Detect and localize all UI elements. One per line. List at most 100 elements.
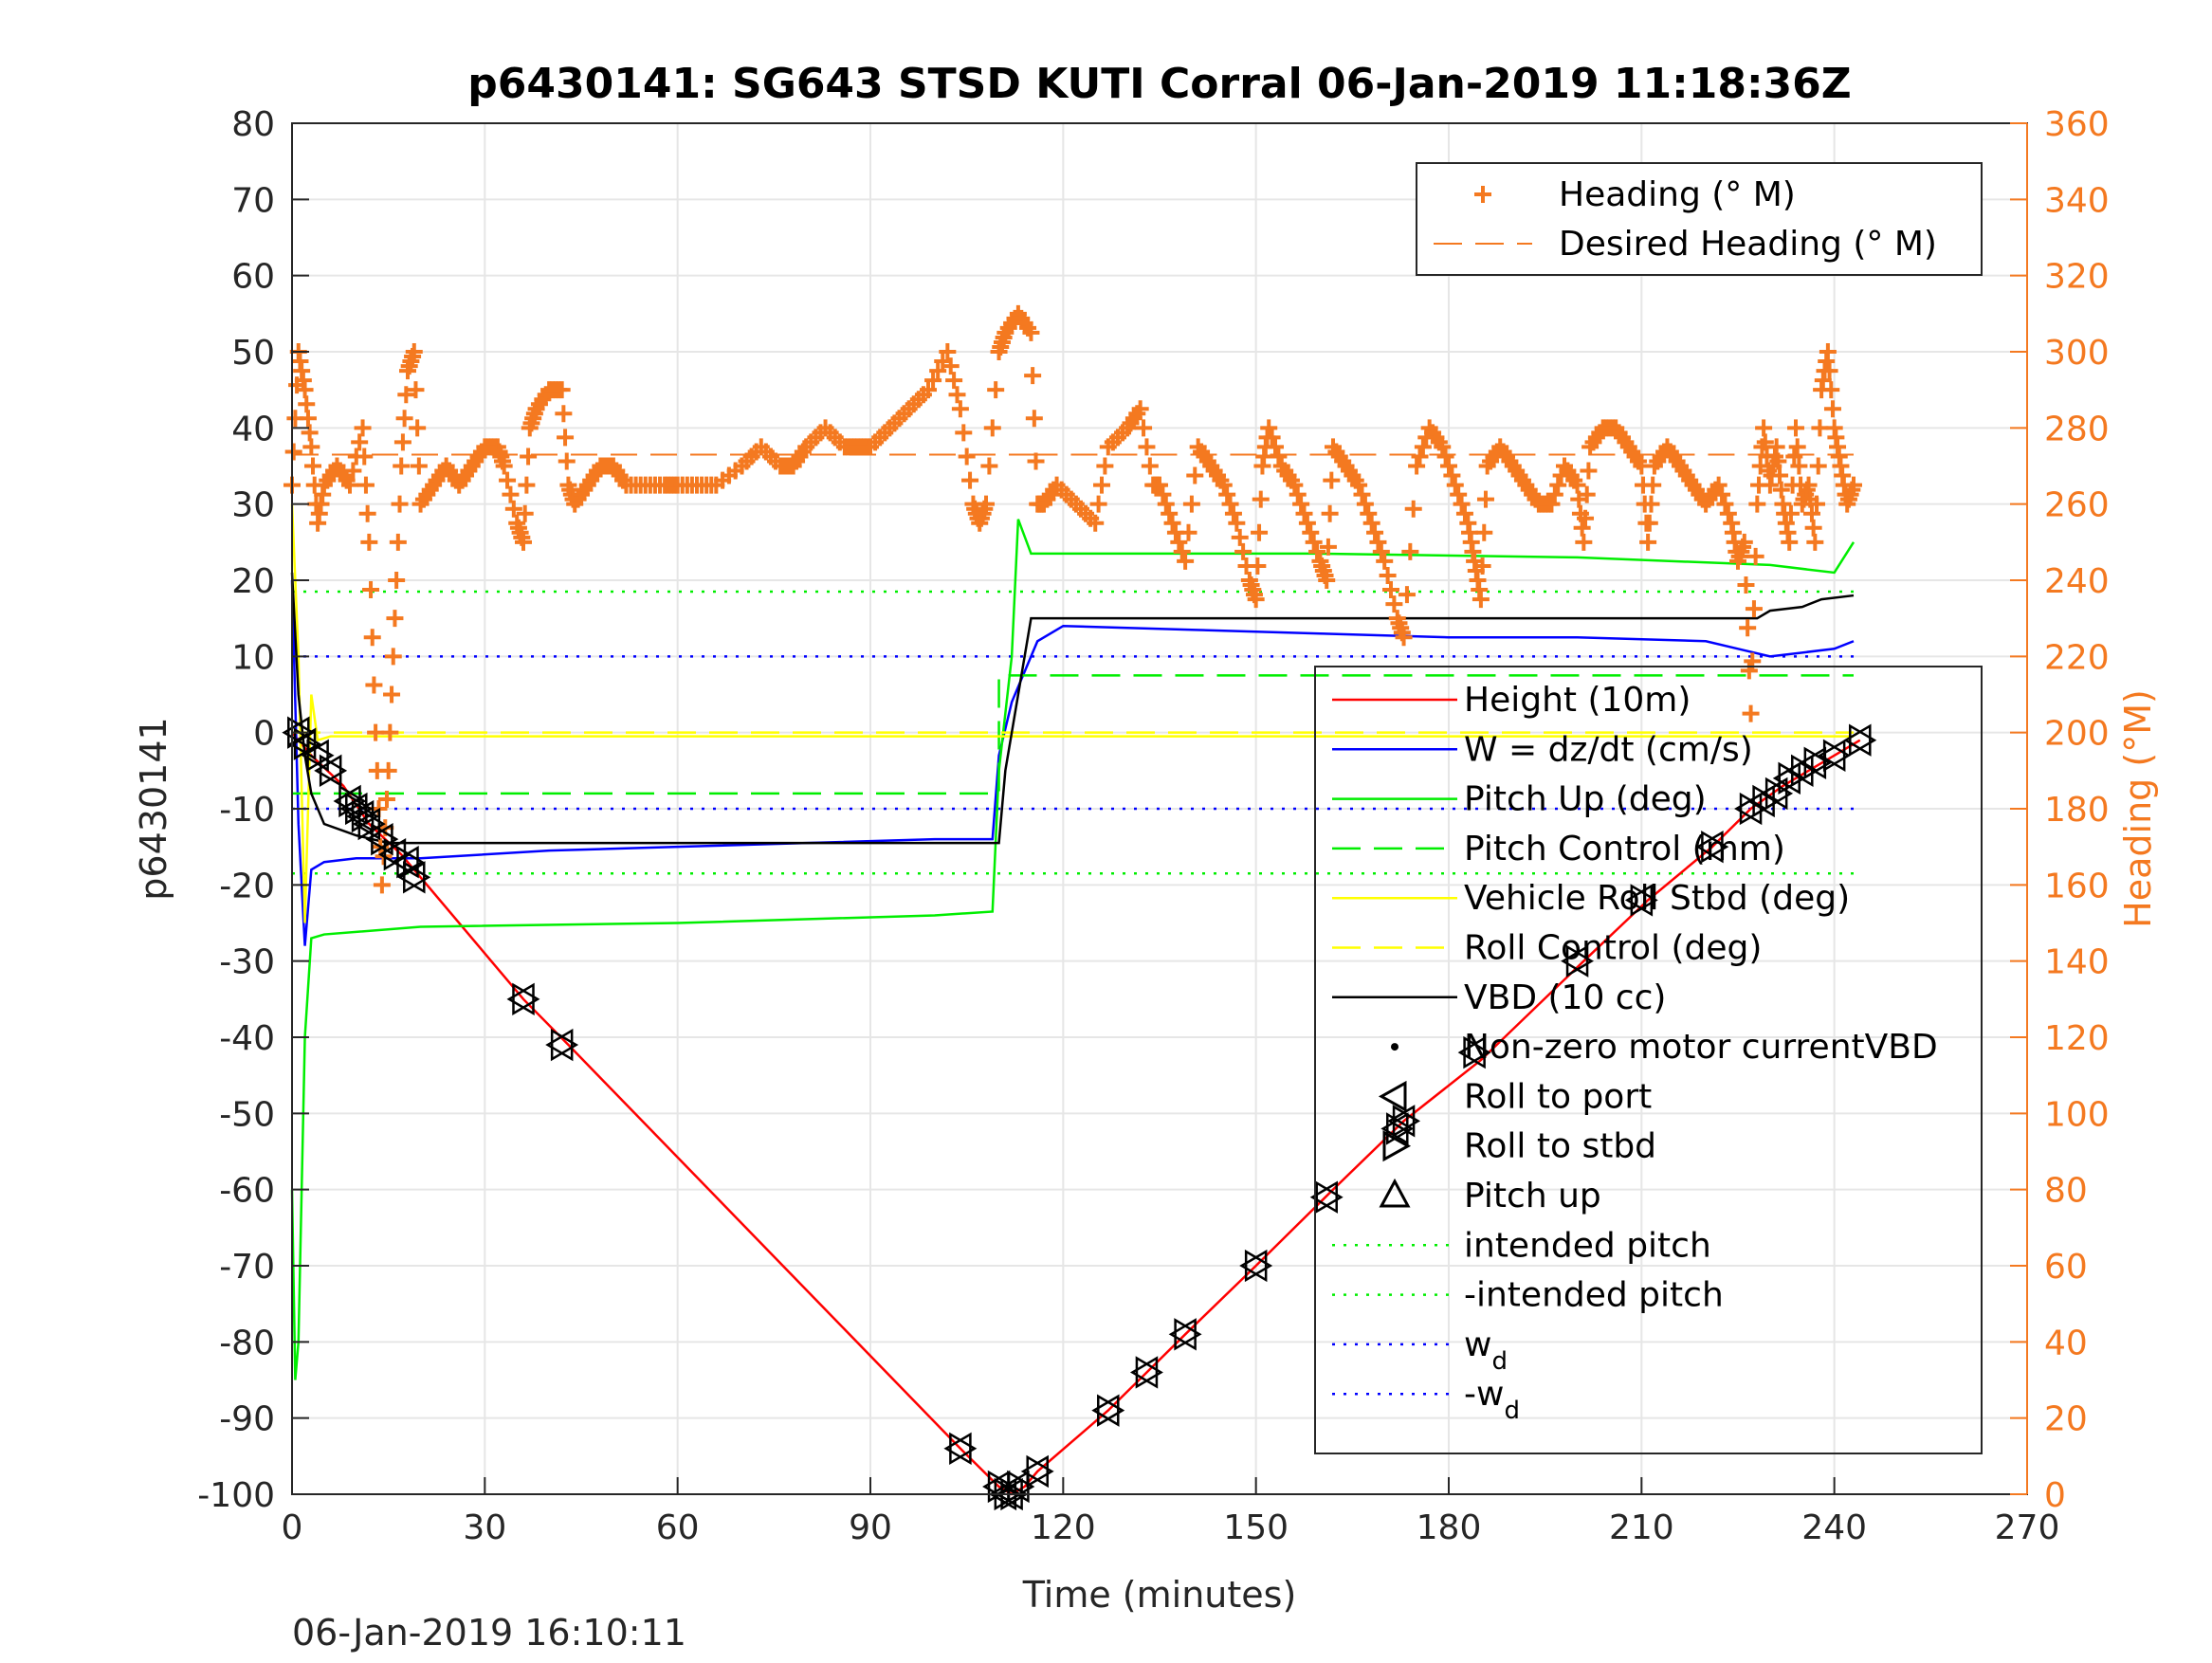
legend-heading: Heading (° M) Desired Heading (° M) xyxy=(1416,162,1983,276)
y-tick-label-left: -70 xyxy=(219,1248,275,1287)
heading-point xyxy=(1249,557,1267,575)
heading-point xyxy=(557,429,575,447)
heading-point xyxy=(354,419,372,437)
heading-point xyxy=(1644,476,1662,494)
heading-point xyxy=(978,495,995,513)
heading-point xyxy=(1263,429,1281,447)
heading-point xyxy=(373,876,391,894)
y-tick-label-right: 80 xyxy=(2044,1172,2088,1211)
heading-point xyxy=(1781,533,1799,551)
roll-stbd-marker xyxy=(1701,830,1729,864)
heading-point xyxy=(389,533,407,551)
heading-point xyxy=(499,471,517,489)
heading-point xyxy=(1286,476,1304,494)
roll-port-marker xyxy=(391,846,419,879)
y-tick-label-right: 140 xyxy=(2044,943,2110,982)
heading-point xyxy=(1568,476,1586,494)
heading-point xyxy=(301,424,319,442)
roll-port-marker xyxy=(1624,884,1654,917)
x-tick-label: 90 xyxy=(849,1508,892,1547)
heading-point xyxy=(955,424,973,442)
heading-point xyxy=(1231,528,1249,546)
y-tick-label-right: 240 xyxy=(2044,562,2110,601)
heading-point xyxy=(381,723,399,741)
x-tick-label: 240 xyxy=(1801,1508,1867,1547)
roll-port-marker xyxy=(506,982,535,1016)
heading-point xyxy=(1182,495,1200,513)
heading-point xyxy=(363,629,381,647)
roll-port-marker xyxy=(1239,1249,1268,1283)
heading-point xyxy=(397,386,415,404)
roll-stbd-marker xyxy=(1392,1105,1421,1138)
roll-stbd-marker xyxy=(1097,1394,1125,1427)
heading-point xyxy=(1398,586,1416,604)
heading-point xyxy=(518,476,536,494)
heading-point xyxy=(407,381,425,399)
roll-port-marker xyxy=(1168,1318,1197,1351)
y-tick-label-left: 80 xyxy=(231,105,275,144)
heading-point xyxy=(958,448,976,466)
roll-stbd-marker xyxy=(512,982,540,1016)
heading-point xyxy=(379,761,397,779)
heading-point xyxy=(1305,533,1323,551)
heading-point xyxy=(356,448,374,466)
heading-point xyxy=(1543,495,1561,513)
heading-layer xyxy=(283,304,1862,894)
y-tick-label-left: 30 xyxy=(231,486,275,525)
roll-port-marker xyxy=(352,807,381,841)
heading-point xyxy=(1845,476,1862,494)
heading-point xyxy=(1739,619,1757,637)
heading-point xyxy=(980,457,998,475)
heading-point xyxy=(502,485,520,503)
heading-point xyxy=(1024,367,1042,385)
heading-point xyxy=(1318,572,1336,589)
heading-point xyxy=(1735,533,1753,551)
heading-point xyxy=(1577,509,1595,527)
roll-port-marker xyxy=(1695,830,1724,864)
heading-point xyxy=(1804,519,1822,537)
heading-point xyxy=(1820,362,1838,380)
roll-stbd-marker xyxy=(1463,1035,1491,1069)
heading-point xyxy=(1366,523,1384,541)
legend-label-subscript: d xyxy=(1491,1347,1508,1376)
y-tick-label-left: -30 xyxy=(219,943,275,982)
y-tick-label-right: 180 xyxy=(2044,791,2110,830)
heading-point xyxy=(1295,504,1313,522)
heading-point xyxy=(1575,533,1593,551)
heading-point xyxy=(1767,438,1785,456)
heading-point xyxy=(1022,323,1040,341)
roll-stbd-marker xyxy=(1565,944,1595,978)
heading-point xyxy=(520,448,538,466)
heading-point xyxy=(1475,523,1493,541)
heading-point xyxy=(1154,485,1172,503)
roll-stbd-marker xyxy=(1026,1454,1054,1489)
y-tick-label-left: -20 xyxy=(219,867,275,905)
heading-point xyxy=(983,419,1001,437)
legend-label: Pitch Up (deg) xyxy=(1464,780,1707,819)
heading-point xyxy=(1748,495,1766,513)
heading-point xyxy=(1131,400,1149,418)
heading-point xyxy=(1640,514,1658,532)
heading-point xyxy=(1756,433,1774,451)
y-tick-label-right: 20 xyxy=(2044,1400,2088,1439)
axes-layer: 0 30 60 90 120 150 180 210 240 270 80 70 60 50 40 30 20 1… xyxy=(197,105,2109,1547)
y-tick-label-right: 200 xyxy=(2044,715,2110,754)
heading-point xyxy=(388,572,406,589)
heading-point xyxy=(1292,495,1310,513)
y-tick-label-right: 60 xyxy=(2044,1248,2088,1287)
heading-point xyxy=(383,685,401,704)
heading-point xyxy=(1642,495,1660,513)
heading-point xyxy=(1453,495,1471,513)
roll-stbd-marker xyxy=(396,846,425,879)
heading-point xyxy=(284,443,302,461)
heading-point xyxy=(358,504,376,522)
heading-point xyxy=(1267,438,1284,456)
legend-label: Roll to stbd xyxy=(1464,1127,1656,1166)
x-tick-label: 60 xyxy=(656,1508,700,1547)
y-tick-label-right: 300 xyxy=(2044,334,2110,373)
heading-point xyxy=(377,790,395,808)
heading-point xyxy=(1709,476,1728,494)
y-tick-label-left: 10 xyxy=(231,638,275,677)
y-tick-label-left: -60 xyxy=(219,1172,275,1211)
heading-point xyxy=(1408,457,1426,475)
